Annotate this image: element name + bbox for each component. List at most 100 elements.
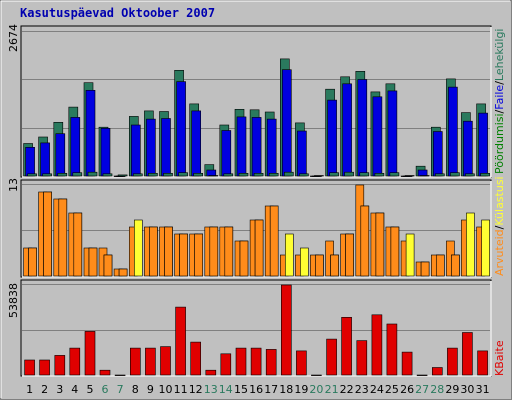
- kbytes-bar-22: [341, 316, 352, 376]
- visits-overlay-bar-17: [269, 205, 279, 277]
- chart-title: Kasutuspäevad Oktoober 2007: [20, 6, 215, 20]
- legend-visits: Arvuteid: [493, 229, 506, 276]
- day-label-28: 28: [430, 383, 444, 396]
- day-label-9: 9: [147, 383, 154, 396]
- pages-bar-23: [359, 172, 370, 177]
- pages-bar-7: [117, 174, 128, 177]
- kbytes-bar-18: [280, 284, 292, 376]
- visits-overlay-bar-20: [315, 254, 324, 277]
- kbytes-bar-13: [205, 369, 217, 376]
- day-label-10: 10: [159, 383, 173, 396]
- kbytes-bar-26: [401, 351, 413, 376]
- files-bar-25: [387, 90, 398, 177]
- visits-overlay-bar-7: [118, 268, 128, 277]
- pages-bar-18: [283, 171, 294, 177]
- files-bar-11: [176, 81, 186, 177]
- kbytes-bar-24: [371, 314, 383, 376]
- visits-overlay-bar-24: [375, 212, 385, 277]
- files-bar-10: [161, 118, 171, 177]
- visits-overlay-bar-27: [420, 261, 430, 277]
- kbytes-bar-25: [386, 323, 398, 376]
- day-label-13: 13: [204, 383, 218, 396]
- day-label-31: 31: [476, 383, 490, 396]
- visits-overlay-bar-21: [330, 254, 339, 277]
- day-label-6: 6: [102, 383, 109, 396]
- day-label-23: 23: [355, 383, 369, 396]
- files-bar-31: [478, 112, 488, 177]
- day-label-11: 11: [174, 383, 188, 396]
- kbytes-bar-21: [326, 338, 337, 376]
- files-bar-6: [100, 128, 111, 177]
- day-label-3: 3: [56, 383, 63, 396]
- files-bar-28: [432, 131, 443, 177]
- day-label-8: 8: [132, 383, 139, 396]
- kbytes-bar-31: [477, 350, 488, 376]
- visits-overlay-bar-4: [73, 212, 83, 277]
- day-label-21: 21: [325, 383, 339, 396]
- day-label-22: 22: [340, 383, 354, 396]
- files-bar-13: [206, 169, 217, 177]
- pages-bar-6: [102, 173, 113, 177]
- day-label-14: 14: [219, 383, 233, 396]
- legend-hits: Pöördumisi: [493, 113, 506, 174]
- pages-bar-4: [72, 172, 83, 177]
- kbytes-bar-15: [235, 347, 247, 376]
- files-bar-9: [146, 118, 156, 177]
- kbytes-bar-23: [356, 340, 368, 376]
- day-label-2: 2: [41, 383, 48, 396]
- files-bar-19: [297, 130, 307, 177]
- kbytes-bar-20: [311, 374, 322, 376]
- pages-bar-3: [57, 173, 68, 177]
- files-bar-17: [266, 118, 277, 177]
- files-bar-29: [448, 86, 458, 177]
- pages-bar-8: [133, 173, 143, 177]
- kbytes-bar-2: [39, 359, 50, 376]
- files-bar-4: [70, 117, 81, 177]
- pages-bar-15: [238, 173, 249, 177]
- kbytes-bar-28: [431, 367, 443, 376]
- sites-bar-18: [284, 233, 294, 277]
- files-bar-14: [221, 130, 232, 177]
- visits-overlay-bar-2: [43, 191, 52, 277]
- visits-overlay-bar-15: [239, 240, 249, 277]
- kbytes-bar-29: [447, 347, 458, 376]
- kbytes-bar-4: [69, 347, 81, 376]
- day-label-16: 16: [249, 383, 263, 396]
- day-label-20: 20: [309, 383, 323, 396]
- pages-bar-24: [374, 173, 385, 177]
- pages-bar-14: [223, 173, 234, 177]
- legend-sep-3: /: [493, 225, 506, 229]
- sites-bar-26: [405, 233, 415, 277]
- kbytes-bar-5: [84, 331, 96, 376]
- kbytes-bar-30: [462, 332, 473, 376]
- pages-bar-11: [178, 172, 188, 177]
- kbytes-bar-27: [416, 374, 428, 376]
- kbytes-bar-11: [175, 306, 186, 376]
- pages-bar-5: [87, 171, 98, 177]
- visits-overlay-bar-29: [451, 254, 460, 277]
- files-bar-1: [25, 147, 35, 177]
- mid-legend: Arvuteid/Külastusi: [493, 176, 506, 276]
- legend-sep-1: /: [493, 109, 506, 113]
- kbytes-bar-19: [296, 350, 307, 376]
- kbytes-bar-17: [265, 349, 277, 376]
- kbytes-bar-9: [145, 347, 156, 376]
- day-label-7: 7: [117, 383, 124, 396]
- visits-overlay-bar-11: [179, 233, 188, 277]
- pages-bar-9: [148, 173, 158, 177]
- files-bar-21: [327, 99, 337, 177]
- pages-bar-25: [389, 172, 400, 177]
- visits-overlay-bar-10: [164, 226, 173, 277]
- kbytes-bar-10: [160, 346, 171, 376]
- legend-sep-2: /: [493, 81, 506, 85]
- files-bar-22: [342, 83, 352, 177]
- top-legend: Pöördumisi/Faile/Lehekülgi: [493, 29, 506, 174]
- sites-bar-19: [300, 247, 309, 277]
- visits-overlay-bar-16: [254, 219, 264, 277]
- bars: [23, 58, 490, 376]
- legend-kbytes: KBaite: [493, 340, 506, 376]
- day-label-25: 25: [385, 383, 399, 396]
- day-label-17: 17: [264, 383, 278, 396]
